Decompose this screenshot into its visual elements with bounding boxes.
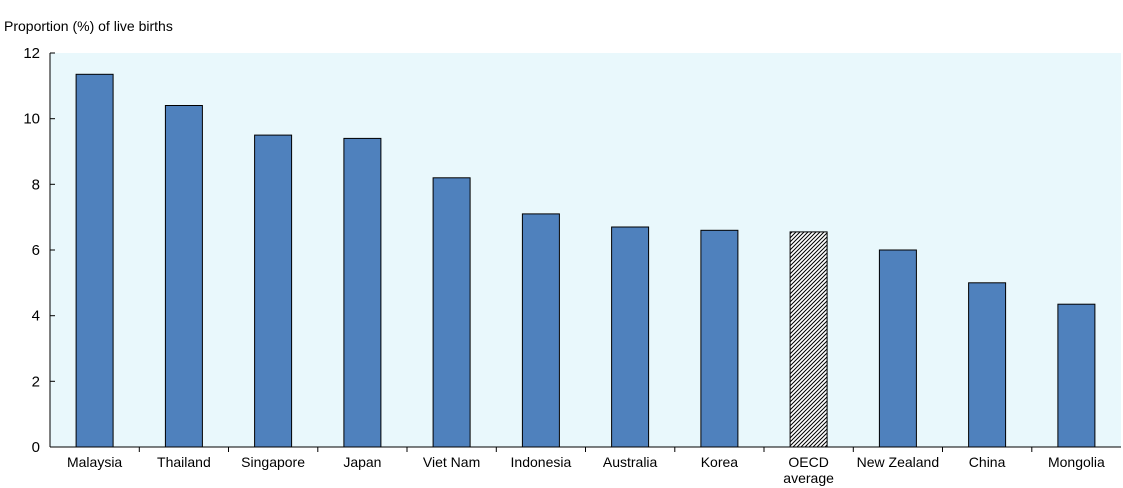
bar-singapore <box>254 134 293 448</box>
bar-indonesia <box>521 213 560 448</box>
bar-japan <box>343 137 382 448</box>
bar-mongolia <box>1057 303 1096 448</box>
bar-korea <box>700 229 739 448</box>
bars-group <box>75 73 1096 448</box>
x-tick-label: Mongolia <box>1048 454 1105 470</box>
y-tick-label: 4 <box>32 308 40 325</box>
x-tick-label: New Zealand <box>857 454 940 470</box>
bar-thailand <box>164 105 203 448</box>
x-tick-label: Korea <box>701 454 739 470</box>
bar-malaysia <box>75 73 114 448</box>
x-tick-label: Thailand <box>157 454 211 470</box>
y-tick-label: 2 <box>32 373 40 390</box>
bar-oecd-average <box>789 231 828 448</box>
y-tick-label: 10 <box>23 111 40 128</box>
x-tick-label: Malaysia <box>67 454 122 470</box>
x-tick-label: China <box>969 454 1006 470</box>
bar-australia <box>611 226 650 448</box>
y-tick-label: 8 <box>32 176 40 193</box>
bar-viet-nam <box>432 177 471 448</box>
y-axis-label: Proportion (%) of live births <box>4 18 173 34</box>
axes-group <box>49 52 1121 452</box>
x-tick-label: Indonesia <box>511 454 572 470</box>
bar-new-zealand <box>878 249 917 448</box>
y-tick-label: 12 <box>23 45 40 62</box>
x-tick-label: OECD average <box>783 454 834 486</box>
bar-china <box>968 282 1007 448</box>
y-tick-label: 0 <box>32 439 40 456</box>
x-tick-label: Japan <box>343 454 381 470</box>
x-tick-label: Australia <box>603 454 658 470</box>
plot-area <box>50 53 1121 447</box>
x-tick-label: Singapore <box>241 454 305 470</box>
labels-group: Malaysia Thailand Singapore Japan Viet Nam In… <box>23 45 1105 486</box>
x-tick-label: Viet Nam <box>423 454 480 470</box>
y-tick-label: 6 <box>32 242 40 259</box>
